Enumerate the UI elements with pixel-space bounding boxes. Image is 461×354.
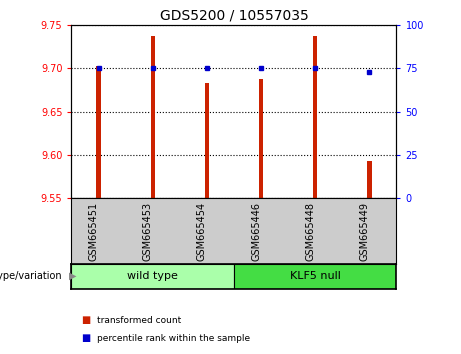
Bar (259, 79, 263, 198)
Bar (71, 264, 234, 289)
Bar (151, 36, 155, 198)
Bar (205, 83, 209, 198)
Text: transformed count: transformed count (97, 316, 181, 325)
Text: GSM665451: GSM665451 (89, 201, 99, 261)
Text: percentile rank within the sample: percentile rank within the sample (97, 333, 250, 343)
Text: genotype/variation: genotype/variation (0, 271, 62, 281)
Title: GDS5200 / 10557035: GDS5200 / 10557035 (160, 8, 308, 22)
Text: ▶: ▶ (69, 271, 77, 281)
Text: GSM665448: GSM665448 (305, 201, 315, 261)
Text: GSM665449: GSM665449 (360, 201, 369, 261)
Text: GSM665454: GSM665454 (197, 201, 207, 261)
Text: ■: ■ (81, 315, 90, 325)
Bar (313, 36, 317, 198)
Bar (367, 161, 372, 198)
Bar (96, 65, 100, 198)
Text: ■: ■ (81, 333, 90, 343)
Text: wild type: wild type (127, 271, 178, 281)
Bar (234, 264, 396, 289)
Text: GSM665453: GSM665453 (143, 201, 153, 261)
Text: KLF5 null: KLF5 null (290, 271, 341, 281)
Text: GSM665446: GSM665446 (251, 201, 261, 261)
